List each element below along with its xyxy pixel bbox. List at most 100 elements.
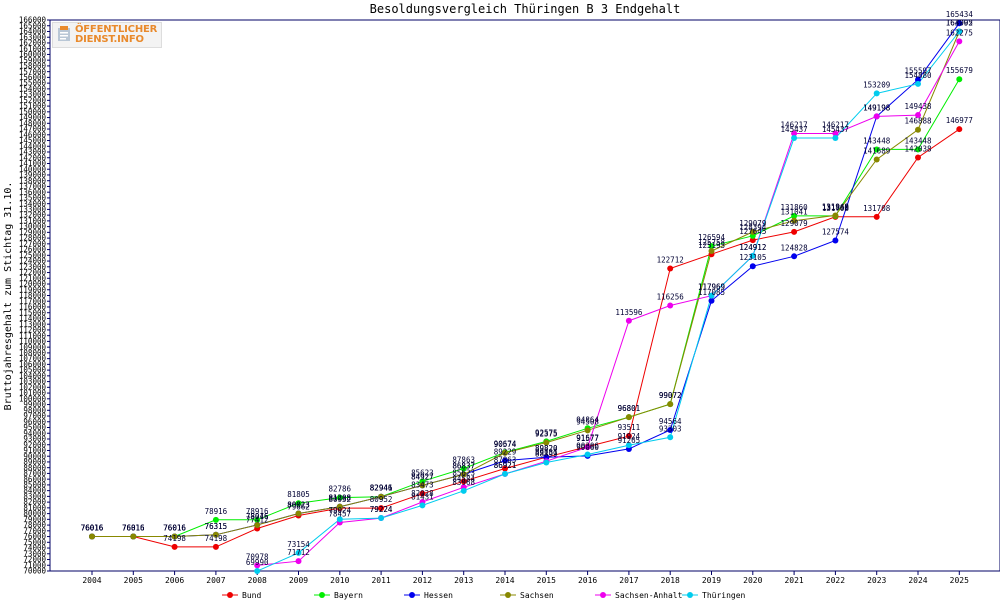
data-point-bayern [956,76,963,83]
data-point-th-ringen [378,515,385,522]
x-tick-label: 2004 [82,576,101,585]
data-point-hessen [832,237,839,244]
series-lines [92,22,960,572]
data-label-bayern: 99072 [659,391,682,400]
x-tick-label: 2018 [661,576,680,585]
data-label-hessen: 91265 [618,436,641,445]
x-tick-label: 2008 [248,576,267,585]
data-label-hessen: 82946 [370,484,393,493]
data-label-bund: 80952 [329,495,352,504]
y-tick-label: 95000 [23,423,46,432]
y-tick-label: 91000 [23,446,46,455]
data-label-bayern: 90674 [494,439,517,448]
series-points [89,20,963,575]
data-point-th-ringen [832,135,839,142]
y-tick-label: 121000 [19,274,47,283]
y-tick-label: 138000 [19,176,47,185]
y-tick-label: 135000 [19,194,47,203]
y-tick-label: 122000 [19,268,47,277]
data-label-bayern: 155679 [946,66,973,75]
y-tick-label: 104000 [19,371,47,380]
legend-swatch-bayern [319,592,325,598]
x-tick-label: 2022 [826,576,845,585]
data-label-hessen: 127574 [822,228,850,237]
data-point-sachsen [419,482,426,489]
y-tick-label: 153000 [19,90,47,99]
data-label-bund: 131708 [863,204,891,213]
data-point-sachsen [708,247,715,254]
y-tick-label: 106000 [19,360,47,369]
data-label-bund: 76016 [81,523,104,532]
y-tick-label: 127000 [19,239,47,248]
data-point-bayern [791,212,798,219]
x-tick-label: 2011 [371,576,390,585]
data-label-sachsen: 76016 [122,523,145,532]
y-tick-label: 130000 [19,222,47,231]
data-label-sachsen: 141689 [863,147,890,156]
y-tick-label: 92000 [23,440,46,449]
x-tick-label: 2010 [330,576,349,585]
y-tick-label: 103000 [19,377,47,386]
data-label-sachsen: 80023 [287,500,310,509]
logo-line-2: DIENST.INFO [75,34,144,45]
data-point-bund [956,126,963,133]
data-point-bund [419,490,426,497]
data-label-sachsen-anhalt: 162275 [946,28,973,37]
data-label-sachsen-anhalt: 71712 [287,548,310,557]
y-tick-label: 165000 [19,21,47,30]
data-point-sachsen-anhalt [584,444,591,451]
y-tick-label: 77000 [23,526,46,535]
data-label-sachsen-anhalt: 124912 [739,243,766,252]
data-labels: 76016 76016 74198 74198 77412 79662 80952 80952… [81,10,974,567]
data-point-hessen [791,253,798,260]
data-label-bayern: 131860 [781,203,809,212]
data-label-th-ringen: 83968 [452,478,475,487]
data-label-bund: 122712 [657,255,684,264]
data-point-th-ringen [584,451,591,458]
y-tick-label: 78000 [23,521,46,530]
data-point-sachsen-anhalt [667,302,674,309]
data-label-th-ringen: 90306 [576,441,599,450]
data-label-th-ringen: 145437 [822,125,849,134]
data-label-th-ringen: 81431 [411,492,434,501]
y-tick-label: 137000 [19,182,47,191]
y-tick-label: 157000 [19,67,47,76]
data-point-bund [915,154,921,161]
x-tick-label: 2005 [124,576,143,585]
data-label-bayern: 85623 [411,468,434,477]
data-point-th-ringen [502,470,508,477]
x-tick-label: 2014 [495,576,514,585]
data-label-hessen: 117085 [698,288,725,297]
legend-swatch-sachsen-anhalt [600,592,606,598]
y-tick-label: 114000 [19,314,47,323]
data-label-bayern: 82786 [329,485,352,494]
y-tick-label: 131000 [19,216,47,225]
data-label-bayern: 92575 [535,428,558,437]
data-point-th-ringen [708,292,715,299]
data-point-th-ringen [336,516,343,523]
y-tick-label: 151000 [19,102,47,111]
data-label-sachsen-anhalt: 149198 [863,103,891,112]
y-tick-label: 126000 [19,245,47,254]
data-point-bayern [915,146,921,153]
data-label-th-ringen: 88899 [535,450,558,459]
legend-label-hessen: Hessen [424,591,453,600]
data-point-hessen [749,263,756,270]
data-label-sachsen: 94508 [576,417,599,426]
data-point-bund [873,213,880,220]
y-tick-label: 120000 [19,280,47,289]
x-tick-label: 2023 [867,576,886,585]
data-point-bayern [708,243,715,250]
y-tick-label: 82000 [23,498,46,507]
y-tick-label: 149000 [19,113,47,122]
x-tick-label: 2021 [784,576,803,585]
legend: Bund Bayern Hessen Sachsen Sachsen-Anhalt Thü… [222,591,746,600]
legend-label-th-ringen: Thüringen [702,591,746,600]
data-point-th-ringen [749,252,756,259]
data-point-bund [212,543,219,550]
data-point-bayern [254,516,261,523]
data-point-sachsen [791,217,798,224]
y-tick-label: 116000 [19,303,47,312]
